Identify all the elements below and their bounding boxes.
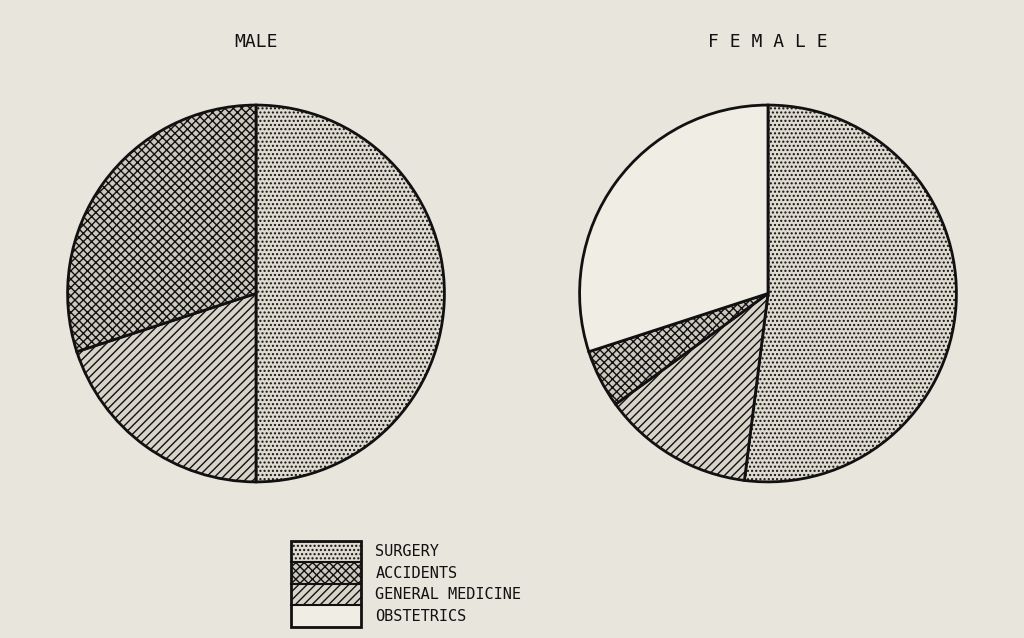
Text: GENERAL MEDICINE: GENERAL MEDICINE xyxy=(376,587,521,602)
Wedge shape xyxy=(589,293,768,404)
Bar xyxy=(291,540,361,627)
Text: OBSTETRICS: OBSTETRICS xyxy=(376,609,467,623)
Wedge shape xyxy=(580,105,768,352)
Wedge shape xyxy=(256,105,444,482)
Title: F E M A L E: F E M A L E xyxy=(709,33,827,51)
Wedge shape xyxy=(615,293,768,480)
Text: SURGERY: SURGERY xyxy=(376,544,439,559)
Wedge shape xyxy=(68,105,256,352)
Bar xyxy=(291,562,361,584)
Bar xyxy=(291,584,361,605)
Wedge shape xyxy=(744,105,956,482)
Text: ACCIDENTS: ACCIDENTS xyxy=(376,565,458,581)
Bar xyxy=(291,541,361,562)
Title: MALE: MALE xyxy=(234,33,278,51)
Wedge shape xyxy=(77,293,256,482)
Bar xyxy=(291,605,361,627)
